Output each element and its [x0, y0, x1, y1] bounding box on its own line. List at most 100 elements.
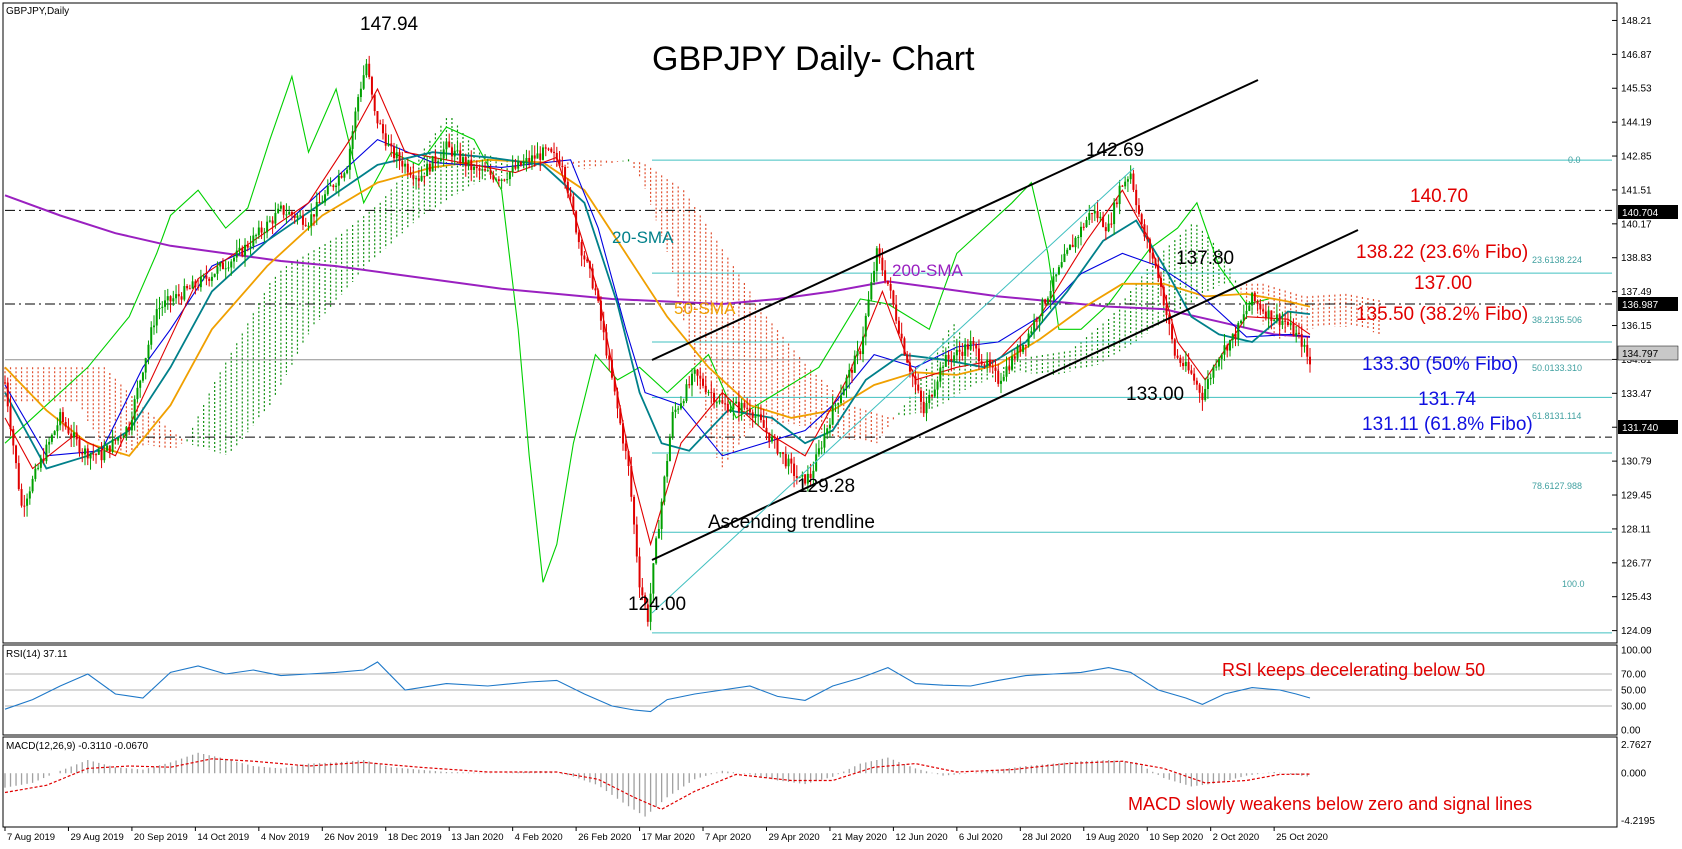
candle-body	[208, 278, 211, 281]
candle-body	[144, 358, 147, 373]
candlesticks	[4, 55, 1311, 631]
candle-body	[260, 227, 263, 233]
candle-body	[782, 452, 785, 454]
candle-body	[489, 170, 492, 175]
candle-body	[1253, 292, 1256, 302]
candle-body	[1102, 216, 1105, 228]
sma50-line	[4, 158, 1311, 457]
candle-body	[61, 412, 64, 423]
candle-body	[737, 401, 740, 412]
candle-body	[859, 351, 862, 355]
candle-body	[288, 212, 291, 215]
candle-body	[6, 382, 9, 407]
candle-body	[522, 161, 525, 166]
candle-body	[1019, 346, 1022, 352]
candle-body	[1234, 333, 1237, 340]
candle-body	[1262, 309, 1265, 312]
candle-body	[186, 286, 189, 289]
candle-body	[999, 380, 1002, 384]
candle-body	[644, 595, 647, 605]
candle-body	[856, 351, 859, 356]
rsi-note: RSI keeps decelerating below 50	[1222, 660, 1485, 680]
candle-body	[751, 412, 754, 418]
macd-panel: 2.7627 0.000 -4.2195	[4, 740, 1655, 827]
candle-body	[1245, 310, 1248, 315]
candle-body	[561, 165, 564, 168]
candle-body	[1289, 322, 1292, 326]
candle-body	[205, 275, 208, 279]
candle-body	[1135, 189, 1138, 206]
candle-body	[897, 320, 900, 334]
candle-body	[1080, 226, 1083, 238]
macd-note: MACD slowly weakens below zero and signa…	[1128, 794, 1532, 814]
candle-body	[230, 261, 233, 268]
candle-body	[939, 367, 942, 382]
candle-body	[1215, 366, 1218, 368]
candle-body	[806, 473, 809, 484]
date-tick-label: 13 Jan 2020	[451, 832, 503, 843]
candle-body	[1068, 244, 1071, 250]
level-138-label: 138.22 (23.6% Fibo)	[1356, 242, 1528, 263]
candle-body	[591, 268, 594, 289]
candle-body	[602, 320, 605, 333]
candle-body	[633, 496, 636, 525]
candle-body	[597, 290, 600, 301]
price-tick-label: 148.21	[1621, 16, 1652, 27]
candle-body	[437, 161, 440, 163]
candle-body	[318, 201, 321, 204]
candle-body	[183, 286, 186, 300]
candle-body	[1306, 344, 1309, 357]
candle-body	[657, 528, 660, 539]
rsi-tick-label: 100.00	[1621, 646, 1652, 657]
candle-body	[867, 299, 870, 316]
candle-body	[15, 445, 18, 464]
candle-body	[572, 196, 575, 212]
candle-body	[677, 408, 680, 410]
level-131-label: 131.74	[1418, 389, 1477, 410]
candle-body	[748, 408, 751, 413]
date-tick-label: 2 Oct 2020	[1213, 832, 1259, 843]
candle-body	[1173, 339, 1176, 356]
candle-body	[108, 445, 111, 452]
date-tick-label: 7 Apr 2020	[705, 832, 751, 843]
candle-body	[649, 593, 652, 622]
candle-body	[219, 262, 222, 267]
candle-body	[508, 172, 511, 180]
candle-body	[1126, 179, 1129, 182]
candle-body	[674, 409, 677, 412]
candle-body	[616, 391, 619, 409]
candle-body	[409, 172, 412, 176]
candle-body	[533, 155, 536, 159]
candle-body	[1267, 310, 1270, 318]
candle-body	[459, 150, 462, 163]
candle-body	[1198, 384, 1201, 393]
candle-body	[762, 420, 765, 428]
candle-body	[801, 474, 804, 477]
candle-body	[1033, 320, 1036, 332]
candle-body	[470, 159, 473, 171]
candle-body	[199, 276, 202, 288]
low-133-label: 133.00	[1126, 384, 1184, 405]
candle-body	[903, 338, 906, 355]
candle-body	[994, 367, 997, 371]
candle-body	[1038, 316, 1041, 322]
candle-body	[315, 201, 318, 217]
candle-body	[544, 147, 547, 149]
candle-body	[365, 63, 368, 76]
candle-body	[599, 300, 602, 321]
candle-body	[895, 304, 898, 321]
candle-body	[1284, 320, 1287, 322]
candle-body	[1182, 362, 1185, 367]
candle-body	[114, 439, 117, 441]
fibo-tag-236: 23.6138.224	[1532, 255, 1582, 265]
candle-body	[1231, 333, 1234, 341]
kijun-sen-line	[4, 138, 1311, 457]
candle-body	[1115, 202, 1118, 205]
candle-body	[332, 185, 335, 188]
candle-body	[481, 169, 484, 171]
candle-body	[53, 431, 56, 435]
candle-body	[770, 436, 773, 442]
rsi-panel: 100.00 70.00 50.00 30.00 0.00	[4, 646, 1652, 737]
candle-body	[804, 474, 807, 484]
candle-body	[67, 426, 70, 434]
